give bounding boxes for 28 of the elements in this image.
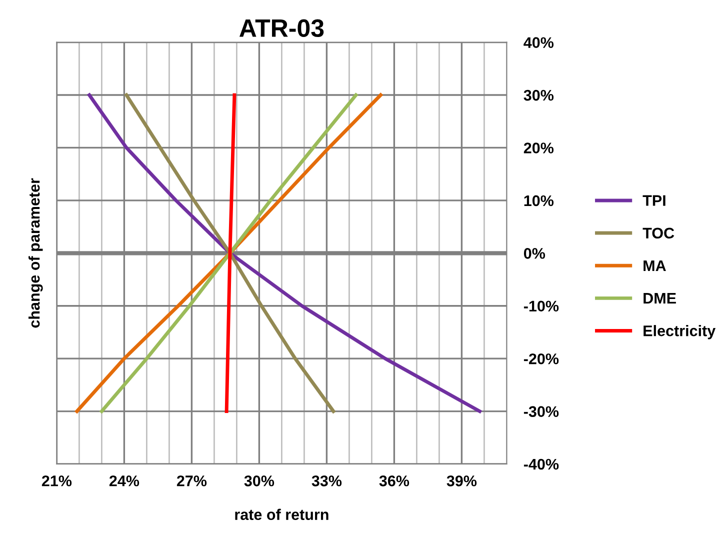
line-series: [100, 93, 358, 414]
line-series: [124, 93, 336, 414]
y-tick-label: 40%: [524, 37, 554, 48]
chart-title: ATR-03: [239, 19, 324, 38]
y-tick-label: -10%: [524, 300, 559, 312]
legend-label: Electricity: [644, 325, 716, 340]
x-tick-label: 24%: [109, 476, 140, 486]
legend-label: TPI: [642, 195, 666, 206]
y-tick-label: 20%: [524, 142, 554, 154]
legend-label: MA: [644, 260, 666, 271]
x-tick-label: 27%: [176, 476, 207, 486]
x-tick-label: 39%: [446, 476, 477, 486]
x-tick-label: 30%: [244, 476, 274, 486]
y-tick-label: 10%: [524, 195, 554, 206]
line-series: [88, 93, 482, 414]
x-axis-title: rate of return: [235, 508, 328, 520]
y-tick-label: -40%: [524, 458, 559, 470]
legend-label: TOC: [642, 228, 674, 239]
y-axis-title: change of parameter: [28, 178, 43, 328]
x-tick-label: 33%: [312, 476, 342, 486]
x-tick-label: 36%: [379, 476, 410, 486]
y-tick-label: -20%: [524, 353, 559, 364]
y-tick-label: -30%: [524, 406, 559, 417]
legend-label: DME: [644, 293, 676, 304]
x-tick-label: 21%: [42, 476, 72, 486]
line-series: [75, 93, 382, 414]
y-tick-label: 30%: [524, 90, 554, 101]
y-tick-label: 0%: [524, 248, 546, 259]
